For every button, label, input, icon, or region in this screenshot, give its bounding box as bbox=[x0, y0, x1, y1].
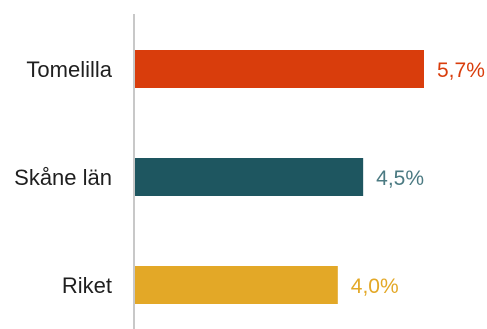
value-label-tomelilla: 5,7% bbox=[437, 59, 485, 82]
labels-layer: Tomelilla 5,7% Skåne län 4,5% Riket 4,0% bbox=[14, 57, 485, 298]
bar-tomelilla bbox=[135, 50, 424, 88]
category-label-tomelilla: Tomelilla bbox=[26, 57, 112, 82]
category-label-riket: Riket bbox=[62, 273, 112, 298]
bar-skane-lan bbox=[135, 158, 364, 196]
category-label-skane-lan: Skåne län bbox=[14, 165, 112, 190]
value-label-riket: 4,0% bbox=[351, 275, 399, 298]
bars-layer bbox=[135, 50, 424, 304]
bar-riket bbox=[135, 266, 338, 304]
value-label-skane-lan: 4,5% bbox=[376, 167, 424, 190]
